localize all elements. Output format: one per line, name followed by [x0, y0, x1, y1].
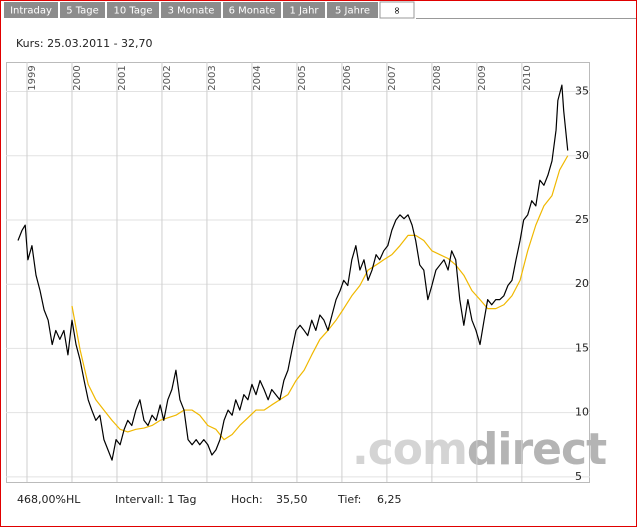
tab[interactable]: 6 Monate — [223, 2, 281, 18]
tab[interactable]: 5 Jahre — [327, 2, 378, 18]
tab-label: 5 Jahre — [335, 6, 370, 17]
high: 35,50 — [276, 493, 308, 506]
low-label: Tief: — [337, 493, 361, 506]
price-line — [71, 155, 569, 441]
x-tick-label: 2002 — [162, 65, 173, 90]
x-tick-label: 1999 — [27, 65, 38, 90]
x-tick-label: 2004 — [252, 65, 263, 90]
x-tick-label: 2001 — [117, 65, 128, 90]
tab-bg — [107, 2, 159, 18]
tab-label: 1 Jahr — [289, 6, 319, 17]
tab-label: ∞ — [391, 6, 402, 14]
tab-bg — [161, 2, 221, 18]
high-label: Hoch: — [231, 493, 263, 506]
tab[interactable]: 3 Monate — [161, 2, 221, 18]
tab-bg — [283, 2, 325, 18]
watermark: .comdirect — [352, 424, 607, 475]
tab-bg — [327, 2, 378, 18]
tab[interactable]: 5 Tage — [60, 2, 105, 18]
y-tick-label: 25 — [575, 213, 589, 226]
tab-label: 3 Monate — [168, 6, 215, 17]
tab-label: 5 Tage — [66, 6, 99, 17]
y-tick-label: 35 — [575, 85, 589, 98]
price-line — [17, 84, 569, 461]
x-tick-label: 2005 — [297, 65, 308, 90]
x-tick-label: 2009 — [477, 65, 488, 90]
tab-label: Intraday — [10, 6, 52, 17]
tab-bg — [379, 1, 415, 19]
x-tick-label: 2007 — [387, 65, 398, 90]
tab[interactable]: 10 Tage — [107, 2, 159, 18]
tab-bg — [60, 2, 105, 18]
x-tick-label: 2000 — [72, 65, 83, 90]
y-tick-label: 30 — [575, 149, 589, 162]
tab-bg — [223, 2, 281, 18]
range: 468,00%HL — [17, 493, 81, 506]
x-tick-label: 2008 — [432, 65, 443, 90]
watermark-part: direct — [467, 424, 607, 475]
tab-label: 10 Tage — [114, 6, 153, 17]
y-tick-label: 10 — [575, 406, 589, 419]
tab[interactable]: ∞ — [379, 1, 415, 19]
y-tick-label: 15 — [575, 341, 589, 354]
quote: Kurs: 25.03.2011 - 32,70 — [16, 37, 153, 50]
interval: Intervall: 1 Tag — [115, 493, 197, 506]
tab[interactable]: Intraday — [4, 2, 58, 18]
tab-bg — [4, 2, 58, 18]
plot-frame — [6, 62, 590, 483]
tab[interactable]: 1 Jahr — [283, 2, 325, 18]
x-tick-label: 2003 — [207, 65, 218, 90]
x-tick-label: 2010 — [522, 65, 533, 90]
x-tick-label: 2006 — [342, 65, 353, 90]
y-tick-label: 20 — [575, 277, 589, 290]
tab-label: 6 Monate — [229, 6, 276, 17]
watermark-part: .com — [352, 424, 467, 475]
low: 6,25 — [377, 493, 402, 506]
y-tick-label: 5 — [575, 470, 582, 483]
